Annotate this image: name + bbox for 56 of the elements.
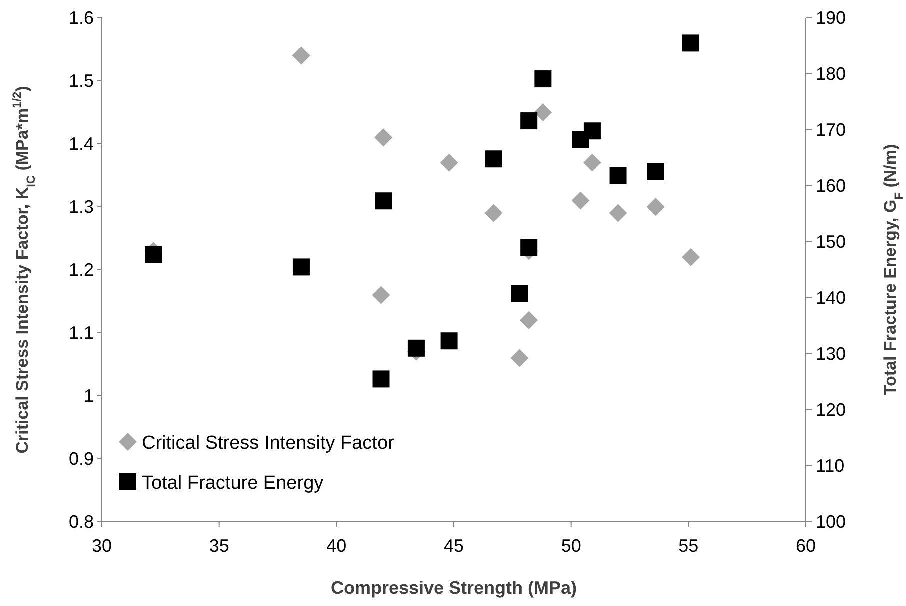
y2-tick-label: 140 — [816, 288, 846, 308]
point — [145, 246, 162, 264]
x-tick-label: 45 — [444, 536, 464, 556]
y-tick-label: 1.3 — [68, 197, 94, 217]
point — [682, 34, 700, 52]
point — [484, 204, 503, 222]
x-tick-label: 55 — [678, 536, 699, 556]
point — [609, 204, 628, 222]
y2-tick-label: 130 — [816, 344, 846, 364]
point — [292, 46, 310, 65]
point — [520, 239, 538, 256]
point — [646, 198, 665, 216]
y-tick-label: 0.9 — [68, 449, 94, 469]
y-tick-label: 1.2 — [68, 260, 94, 280]
point — [510, 349, 529, 368]
point — [374, 128, 393, 147]
y-tick-label: 1.1 — [68, 323, 94, 343]
point — [534, 70, 552, 88]
point — [440, 332, 458, 350]
point — [292, 258, 310, 276]
y2-tick-label: 170 — [816, 120, 846, 140]
point — [584, 122, 601, 140]
legend-label: Critical Stress Intensity Factor — [142, 433, 396, 454]
legend-label: Total Fracture Energy — [142, 473, 324, 494]
x-tick-label: 40 — [326, 536, 347, 556]
y2-tick-label: 150 — [816, 232, 846, 252]
y2-tick-label: 160 — [816, 176, 846, 196]
point — [511, 285, 528, 302]
y-tick-label: 1 — [84, 386, 94, 406]
y2-tick-label: 190 — [816, 8, 846, 28]
y-tick-label: 1.5 — [68, 71, 94, 91]
x-tick-label: 60 — [796, 536, 816, 556]
point — [372, 370, 390, 388]
y-tick-label: 1.4 — [68, 134, 94, 154]
point — [520, 112, 538, 130]
y-tick-label: 1.6 — [68, 8, 94, 28]
point — [375, 192, 392, 210]
x-tick-label: 30 — [92, 536, 112, 556]
x-tick-label: 35 — [209, 536, 230, 556]
point — [682, 248, 700, 266]
point — [610, 167, 627, 184]
point — [534, 104, 552, 122]
y2-tick-label: 100 — [816, 512, 846, 532]
y-tick-label: 0.8 — [68, 512, 94, 532]
x-axis-title: Compressive Strength (MPa) — [330, 578, 578, 598]
y2-tick-label: 110 — [816, 456, 845, 476]
point — [583, 154, 602, 172]
point — [440, 154, 458, 172]
point — [372, 286, 390, 304]
point — [572, 192, 590, 210]
y2-tick-label: 120 — [816, 400, 846, 420]
point — [520, 311, 538, 330]
y2-tick-label: 180 — [816, 64, 846, 84]
point — [647, 164, 664, 180]
x-tick-label: 50 — [561, 536, 582, 556]
point — [485, 150, 502, 168]
